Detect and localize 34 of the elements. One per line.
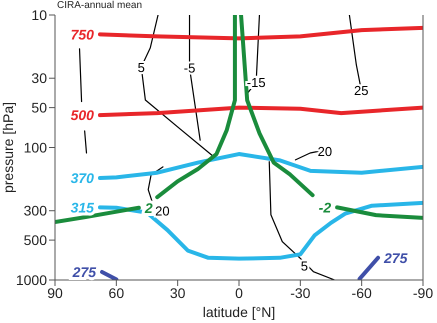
series-label: 315 (70, 199, 94, 216)
y-tick-label: 300 (24, 202, 48, 219)
series-label: 275 (72, 264, 96, 280)
annotation: 20 (318, 144, 332, 159)
series-label: 500 (70, 107, 94, 124)
x-tick-label: 90 (47, 284, 63, 301)
y-tick-label: 500 (24, 232, 48, 248)
x-tick-label: 0 (235, 284, 244, 301)
y-tick-label: 10 (31, 6, 48, 23)
y-tick-label: 50 (31, 100, 48, 116)
line-series (155, 15, 237, 200)
y-axis-title: pressure [hPa] (0, 102, 16, 194)
x-tick-label: 30 (170, 284, 186, 301)
series-label: 275 (383, 250, 408, 266)
x-axis-title: latitude [°N] (202, 304, 276, 320)
y-tick-label: 30 (31, 70, 48, 86)
line-series (268, 161, 336, 280)
x-tick-label: -90 (412, 284, 434, 301)
x-tick-label: -60 (352, 284, 372, 301)
series-label: 750 (70, 26, 94, 42)
x-tick-label: -30 (290, 284, 311, 301)
chart-title: CIRA-annual mean (57, 0, 142, 11)
y-tick-label: 100 (24, 139, 48, 156)
annotation: 25 (354, 82, 368, 98)
line-series (239, 15, 315, 198)
annotation: 5 (300, 258, 308, 274)
annotation: 20 (155, 204, 170, 219)
x-tick-label: 60 (108, 284, 124, 301)
line-series (98, 26, 423, 40)
series-label: 370 (70, 170, 94, 186)
y-tick-label: 1000 (16, 272, 48, 288)
series-label: 2 (144, 200, 153, 216)
series-label: -2 (318, 199, 332, 216)
line-series (98, 106, 423, 118)
